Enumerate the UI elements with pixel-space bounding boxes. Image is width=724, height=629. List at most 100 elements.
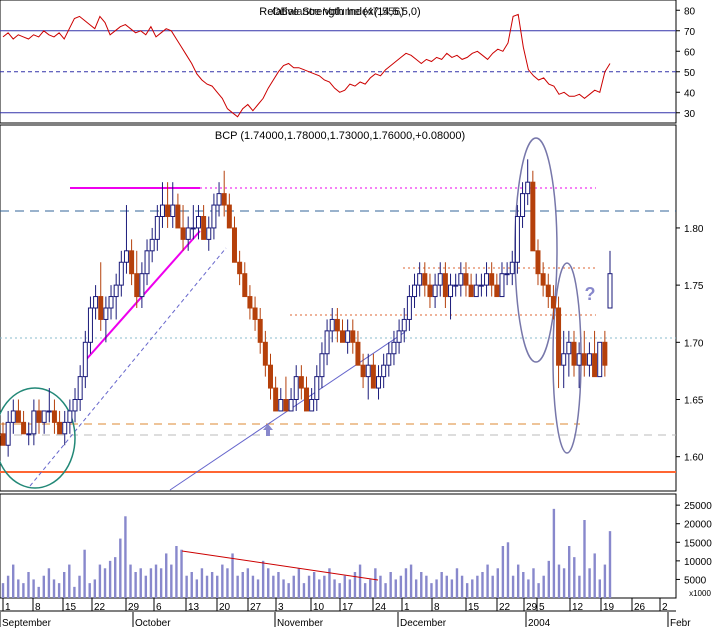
volume-bar xyxy=(328,568,331,598)
volume-bar xyxy=(134,572,137,598)
candle-body xyxy=(607,273,613,309)
x-month-label: December xyxy=(400,618,447,629)
volume-bar xyxy=(537,583,540,598)
candle-body xyxy=(525,181,531,195)
volume-bar xyxy=(221,564,224,598)
volume-bar xyxy=(236,575,239,598)
candle-body xyxy=(36,410,42,423)
volume-bar xyxy=(379,575,382,598)
candle-body xyxy=(190,227,196,230)
candle-body xyxy=(15,410,21,423)
candle-body xyxy=(21,421,27,435)
candle-body xyxy=(87,307,93,343)
candle-body xyxy=(448,284,454,298)
volume-bar xyxy=(210,572,214,598)
candle-body xyxy=(262,341,268,366)
candle-body xyxy=(72,399,78,412)
candle-body xyxy=(530,181,536,252)
volume-bar xyxy=(272,575,275,598)
candle-body xyxy=(257,318,263,343)
volume-bar xyxy=(363,583,367,598)
volume-bar xyxy=(231,553,234,598)
candle-body xyxy=(417,273,423,286)
volume-bar xyxy=(384,583,387,598)
candle-body xyxy=(10,410,16,423)
candle-body xyxy=(556,307,562,366)
x-day-label: 5 xyxy=(539,602,545,613)
volume-bar xyxy=(205,575,209,598)
candle-body xyxy=(345,330,351,343)
volume-tick-label: 15000 xyxy=(684,538,712,549)
x-day-label: 19 xyxy=(603,602,615,613)
volume-bar xyxy=(6,575,10,598)
candle-body xyxy=(0,433,6,446)
volume-bar xyxy=(256,579,260,598)
volume-bar xyxy=(369,579,372,598)
candle-body xyxy=(51,410,57,423)
candle-body xyxy=(98,296,104,320)
volume-bar xyxy=(149,568,153,598)
candle-body xyxy=(180,227,186,240)
candle-body xyxy=(376,376,382,389)
volume-bar xyxy=(302,583,306,598)
volume-bar xyxy=(562,568,566,598)
volume-bar xyxy=(170,564,173,598)
volume-bar xyxy=(261,560,265,598)
volume-bar xyxy=(108,560,112,598)
volume-bar xyxy=(465,583,469,598)
volume-bar xyxy=(542,575,545,598)
rsi-tick-label: 40 xyxy=(684,88,696,99)
candle-body xyxy=(31,410,37,435)
x-day-label: 13 xyxy=(188,602,200,613)
x-day-label: 10 xyxy=(313,602,325,613)
candle-body xyxy=(586,353,592,366)
candle-body xyxy=(453,284,459,287)
volume-bar xyxy=(608,531,612,598)
candle-body xyxy=(473,284,479,298)
volume-trend-line xyxy=(181,550,379,581)
candle-body xyxy=(576,353,582,366)
candle-body xyxy=(468,284,474,298)
volume-bar xyxy=(557,564,561,598)
candle-body xyxy=(340,330,346,343)
volume-bar xyxy=(516,564,520,598)
volume-bar xyxy=(455,568,459,598)
volume-bar xyxy=(175,546,178,598)
candle-body xyxy=(324,330,330,355)
candle-body xyxy=(463,273,469,286)
candle-body xyxy=(401,318,407,332)
volume-bar xyxy=(200,568,204,598)
volume-bar xyxy=(277,572,280,598)
candle-body xyxy=(381,364,387,378)
volume-bar xyxy=(343,575,346,598)
volume-bar xyxy=(476,575,479,598)
x-day-label: 6 xyxy=(156,602,162,613)
x-day-label: 1 xyxy=(5,602,11,613)
candle-body xyxy=(442,273,448,298)
candle-body xyxy=(123,250,129,263)
volume-bar xyxy=(491,575,494,598)
candle-body xyxy=(103,307,109,320)
candle-body xyxy=(365,364,371,378)
candle-body xyxy=(432,284,438,298)
candle-body xyxy=(314,376,320,400)
volume-bar xyxy=(552,508,556,598)
candle-body xyxy=(355,341,361,366)
volume-bar xyxy=(348,579,352,598)
volume-bar xyxy=(425,575,428,598)
rsi-tick-label: 50 xyxy=(684,68,696,79)
volume-bar xyxy=(22,583,25,598)
rsi-line xyxy=(2,13,611,118)
volume-bar xyxy=(17,579,20,598)
volume-bar xyxy=(129,564,132,598)
candle-body xyxy=(494,284,500,298)
candle-body xyxy=(427,284,433,298)
x-day-label: 8 xyxy=(434,602,440,613)
volume-bar xyxy=(583,520,586,598)
volume-bar xyxy=(547,560,550,598)
volume-bar xyxy=(47,568,51,598)
x-month-label: November xyxy=(277,618,324,629)
volume-unit-label: x1000 xyxy=(689,589,711,598)
volume-bar xyxy=(83,549,86,598)
candle-body xyxy=(406,296,412,320)
